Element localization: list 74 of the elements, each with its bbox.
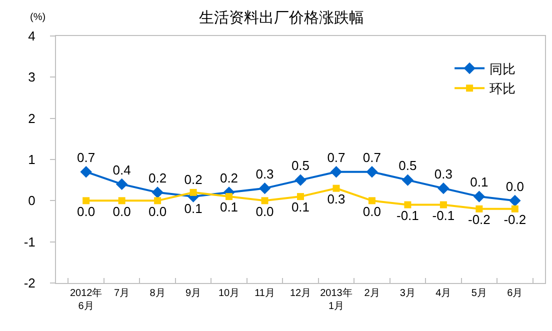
data-label: 0.1	[291, 200, 310, 215]
y-tick-label: 3	[28, 70, 36, 85]
x-tick-label: 10月	[218, 288, 240, 299]
point	[154, 197, 162, 204]
data-label: 0.4	[112, 162, 131, 178]
data-label: 0.1	[184, 200, 202, 216]
point	[226, 193, 233, 200]
data-label: 0.0	[362, 204, 382, 219]
point	[438, 182, 450, 194]
x-tick-label: 2月	[364, 288, 380, 299]
point	[402, 174, 414, 186]
chart-title: 生活资料出厂价格涨跌幅	[199, 9, 364, 26]
point	[258, 182, 271, 194]
point	[190, 188, 197, 196]
data-label: 0.0	[112, 204, 131, 219]
point	[116, 178, 128, 190]
legend-label: 环比	[490, 81, 516, 96]
data-label: 0.2	[148, 170, 167, 186]
data-label: 0.0	[506, 178, 524, 194]
x-tick-label: 6月	[507, 288, 523, 299]
x-tick-label: 8月	[150, 288, 166, 299]
y-tick-label: 1	[28, 152, 36, 168]
point	[509, 194, 521, 207]
point	[366, 166, 378, 178]
point	[476, 205, 483, 212]
point	[118, 197, 126, 204]
point	[511, 205, 518, 212]
data-label: 0.1	[220, 200, 238, 215]
x-tick-label: 4月	[436, 288, 452, 299]
data-label: -0.2	[468, 212, 490, 228]
data-label: -0.2	[504, 212, 526, 228]
x-tick-label: 7月	[114, 288, 130, 299]
y-tick-label: -2	[24, 276, 36, 291]
legend-label: 同比	[490, 61, 516, 76]
point	[368, 197, 376, 204]
point	[297, 193, 304, 200]
data-label: 0.7	[362, 150, 382, 165]
y-tick-label: 0	[28, 193, 36, 208]
data-label: 0.7	[327, 150, 346, 165]
data-label: 0.3	[327, 191, 346, 206]
point	[80, 166, 92, 178]
point	[332, 184, 340, 192]
point	[330, 166, 342, 178]
data-label: 0.0	[148, 204, 167, 219]
data-label: 0.1	[470, 174, 488, 190]
x-tick-label: 2012年 6月	[70, 287, 102, 312]
x-tick-label: 3月	[400, 288, 416, 299]
y-axis-title: (%)	[30, 12, 46, 23]
x-tick-label: 11月	[254, 288, 275, 299]
y-tick-label: -1	[24, 234, 36, 250]
data-label: -0.1	[396, 208, 419, 223]
data-label: 0.3	[434, 166, 452, 182]
data-label: 0.2	[220, 170, 238, 186]
data-label: 0.5	[291, 158, 310, 174]
x-tick-label: 9月	[186, 288, 202, 299]
point	[473, 190, 486, 202]
data-label: 0.5	[398, 158, 417, 174]
point	[261, 197, 268, 204]
point	[82, 197, 90, 204]
point	[440, 201, 447, 208]
point	[294, 174, 306, 186]
point	[404, 201, 412, 208]
data-label: 0.3	[256, 166, 274, 182]
data-label: -0.1	[432, 208, 455, 223]
x-tick-label: 2013年 1月	[320, 287, 352, 312]
data-label: 0.0	[256, 204, 274, 219]
x-tick-label: 12月	[290, 288, 312, 299]
data-label: 0.7	[77, 150, 96, 165]
x-tick-label: 5月	[471, 288, 487, 299]
point	[152, 186, 164, 198]
y-tick-label: 4	[28, 28, 36, 44]
data-label: 0.2	[184, 172, 202, 187]
y-tick-label: 2	[28, 110, 36, 126]
data-label: 0.0	[77, 204, 96, 219]
